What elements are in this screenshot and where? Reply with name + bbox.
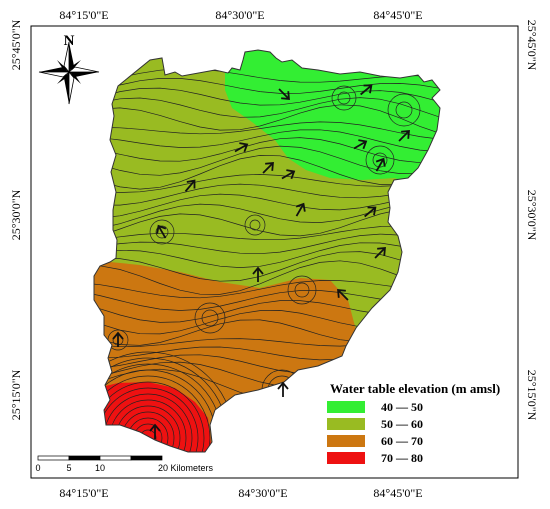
- flow-arrow-icon: [353, 139, 368, 150]
- contour-closed: [155, 225, 169, 239]
- contour-closed: [287, 275, 317, 305]
- contour-line: [94, 78, 440, 96]
- contour-closed: [201, 309, 219, 327]
- north-arrow-icon: [38, 41, 100, 105]
- contour-line: [94, 233, 440, 255]
- map-frame: [30, 25, 519, 479]
- scale-tick-0: 0: [35, 463, 40, 473]
- legend-label-60-70: 60 — 70: [381, 434, 423, 448]
- legend-label-70-80: 70 — 80: [381, 451, 423, 465]
- scale-tick-5: 5: [66, 463, 71, 473]
- flow-arrow-icon: [295, 202, 306, 217]
- flow-arrow-icon: [374, 247, 386, 259]
- flow-arrow-icon: [398, 130, 410, 142]
- flow-arrow-icon: [184, 179, 196, 192]
- flow-arrow-icon: [149, 423, 161, 439]
- contour-closed: [372, 152, 388, 168]
- contour-line: [94, 260, 440, 295]
- contour-closed: [149, 219, 175, 245]
- flow-arrow-icon: [156, 224, 167, 239]
- flow-arrow-icon: [234, 142, 249, 153]
- contour-line: [94, 251, 440, 282]
- flow-arrow-icon: [337, 289, 349, 301]
- contour-ring: [94, 375, 211, 452]
- legend-label-50-60: 50 — 60: [381, 417, 423, 431]
- left-coord-1: 25°45'0"N: [9, 19, 23, 70]
- contour-ring: [94, 381, 205, 452]
- flow-arrow-icon: [112, 331, 124, 347]
- top-coord-1: 84°15'0"E: [59, 8, 108, 22]
- contour-line: [94, 129, 440, 152]
- flow-arrow-icon: [360, 84, 373, 96]
- contour-line: [94, 97, 440, 124]
- legend-label-40-50: 40 — 50: [381, 400, 423, 414]
- contour-line: [94, 104, 440, 138]
- contour-closed: [337, 91, 351, 105]
- contour-closed: [244, 214, 266, 236]
- scale-tick-10: 10: [95, 463, 105, 473]
- right-coord-3: 25°15'0"N: [525, 370, 539, 421]
- legend-title: Water table elevation (m amsl): [330, 381, 500, 396]
- top-coord-2: 84°30'0"E: [215, 8, 264, 22]
- right-coord-2: 25°30'0"N: [525, 190, 539, 241]
- contour-line: [94, 145, 440, 176]
- scale-bar: 0 5 10 20 Kilometers: [35, 455, 214, 473]
- contour-closed: [387, 93, 421, 127]
- legend-swatch-40-50: [327, 401, 365, 413]
- flow-arrow-icon: [252, 266, 264, 282]
- flow-arrow-icon: [364, 206, 377, 218]
- contour-closed: [365, 145, 395, 175]
- bottom-coord-1: 84°15'0"E: [59, 486, 108, 500]
- contour-line: [94, 242, 440, 268]
- scale-tick-20: 20 Kilometers: [158, 463, 214, 473]
- flow-arrows: [112, 84, 410, 439]
- north-label: N: [64, 33, 75, 49]
- legend: Water table elevation (m amsl) 40 — 50 5…: [327, 381, 500, 465]
- contour-closed: [331, 85, 357, 111]
- contour-closed: [395, 101, 413, 119]
- contour-line: [94, 121, 440, 141]
- flow-arrow-icon: [277, 381, 289, 397]
- flow-arrow-icon: [281, 169, 296, 180]
- top-coord-3: 84°45'0"E: [373, 8, 422, 22]
- bottom-coord-2: 84°30'0"E: [238, 486, 287, 500]
- contour-line: [94, 137, 440, 164]
- zone-40-50: [225, 50, 440, 200]
- contour-closed: [194, 302, 226, 334]
- flow-arrow-icon: [278, 88, 290, 100]
- flow-arrow-icon: [375, 157, 386, 172]
- legend-swatch-60-70: [327, 435, 365, 447]
- left-coord-3: 25°15'0"N: [9, 369, 23, 420]
- flow-arrow-icon: [262, 162, 274, 174]
- right-coord-1: 25°45'0"N: [525, 20, 539, 71]
- contour-line: [94, 87, 440, 108]
- left-coord-2: 25°30'0"N: [9, 189, 23, 240]
- legend-swatch-70-80: [327, 452, 365, 464]
- contour-closed: [294, 282, 310, 298]
- bottom-coord-3: 84°45'0"E: [373, 486, 422, 500]
- contour-closed: [249, 219, 261, 231]
- legend-swatch-50-60: [327, 418, 365, 430]
